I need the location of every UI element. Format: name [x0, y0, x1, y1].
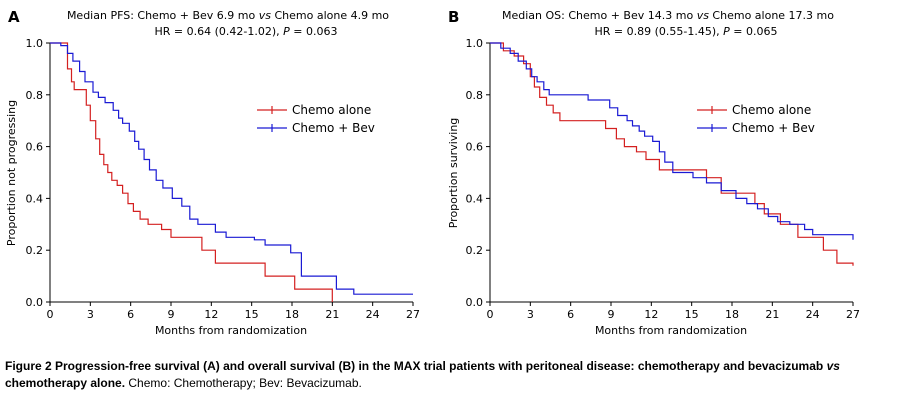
series-line-chemo-alone [50, 42, 333, 302]
panel-b-axes: 0 3 6 9 12 15 18 21 24 27 0.0 0.2 0.4 0.6 0.8 1.0 [466, 37, 861, 321]
caption-rest: Chemo: Chemotherapy; Bev: Bevacizumab. [125, 376, 362, 390]
y-tick-label: 1.0 [26, 37, 44, 50]
caption-bold-a: Figure 2 Progression-free survival (A) a… [5, 359, 827, 373]
x-tick-label: 18 [725, 308, 739, 321]
panel-a-letter: A [8, 8, 20, 26]
legend-label-chemo-bev: Chemo + Bev [292, 121, 375, 135]
series-line-chemo-bev [50, 42, 413, 295]
y-tick-label: 0.8 [26, 89, 44, 102]
x-tick-label: 3 [87, 308, 94, 321]
figure-caption: Figure 2 Progression-free survival (A) a… [5, 358, 895, 392]
x-tick-label: 0 [487, 308, 494, 321]
x-tick-label: 21 [325, 308, 339, 321]
legend-label-chemo-bev: Chemo + Bev [732, 121, 815, 135]
x-tick-label: 21 [765, 308, 779, 321]
x-tick-label: 24 [806, 308, 820, 321]
panel-a-legend: Chemo alone Chemo + Bev [257, 103, 375, 135]
panel-a-y-axis-title: Proportion not progressing [5, 100, 18, 246]
x-tick-label: 6 [567, 308, 574, 321]
x-tick-label: 24 [366, 308, 380, 321]
legend-label-chemo-alone: Chemo alone [732, 103, 811, 117]
panel-b-legend: Chemo alone Chemo + Bev [697, 103, 815, 135]
y-tick-label: 1.0 [466, 37, 484, 50]
y-tick-label: 0.0 [26, 296, 44, 309]
x-tick-label: 27 [846, 308, 860, 321]
x-tick-label: 12 [204, 308, 218, 321]
panel-b-y-axis-title: Proportion surviving [447, 118, 460, 229]
x-tick-label: 9 [608, 308, 615, 321]
y-tick-label: 0.8 [466, 89, 484, 102]
panel-a-header-line2: HR = 0.64 (0.42-1.02), P = 0.063 [155, 25, 338, 38]
y-tick-label: 0.6 [26, 141, 44, 154]
panel-a-header-line1: Median PFS: Chemo + Bev 6.9 mo vs Chemo … [67, 9, 389, 22]
x-tick-label: 0 [47, 308, 54, 321]
y-tick-label: 0.0 [466, 296, 484, 309]
x-tick-label: 15 [685, 308, 699, 321]
x-tick-label: 18 [285, 308, 299, 321]
panel-b: B Median OS: Chemo + Bev 14.3 mo vs Chem… [447, 8, 860, 337]
y-tick-label: 0.4 [26, 192, 44, 205]
panel-b-x-axis-title: Months from randomization [595, 324, 747, 337]
x-tick-label: 15 [245, 308, 259, 321]
panel-b-letter: B [448, 8, 459, 26]
legend-label-chemo-alone: Chemo alone [292, 103, 371, 117]
caption-bold-vs: vs [826, 359, 840, 373]
y-tick-label: 0.6 [466, 141, 484, 154]
x-tick-label: 27 [406, 308, 420, 321]
x-tick-label: 3 [527, 308, 534, 321]
panel-a-axes: 0 3 6 9 12 15 18 21 24 27 0.0 0.2 0.4 0.6 0.8 1.0 [26, 37, 421, 321]
x-tick-label: 6 [127, 308, 134, 321]
panel-b-header-line2: HR = 0.89 (0.55-1.45), P = 0.065 [595, 25, 778, 38]
panel-a-curves [50, 42, 413, 302]
y-tick-label: 0.2 [26, 244, 44, 257]
caption-bold-b: chemotherapy alone. [5, 376, 126, 390]
series-line-chemo-bev [490, 42, 854, 240]
panel-a: A Median PFS: Chemo + Bev 6.9 mo vs Chem… [5, 8, 420, 337]
series-line-chemo-alone [490, 42, 854, 266]
panel-b-header-line1: Median OS: Chemo + Bev 14.3 mo vs Chemo … [502, 9, 834, 22]
x-tick-label: 9 [168, 308, 175, 321]
y-tick-label: 0.4 [466, 192, 484, 205]
y-tick-label: 0.2 [466, 244, 484, 257]
panel-b-curves [490, 42, 854, 266]
panel-a-x-axis-title: Months from randomization [155, 324, 307, 337]
x-tick-label: 12 [644, 308, 658, 321]
